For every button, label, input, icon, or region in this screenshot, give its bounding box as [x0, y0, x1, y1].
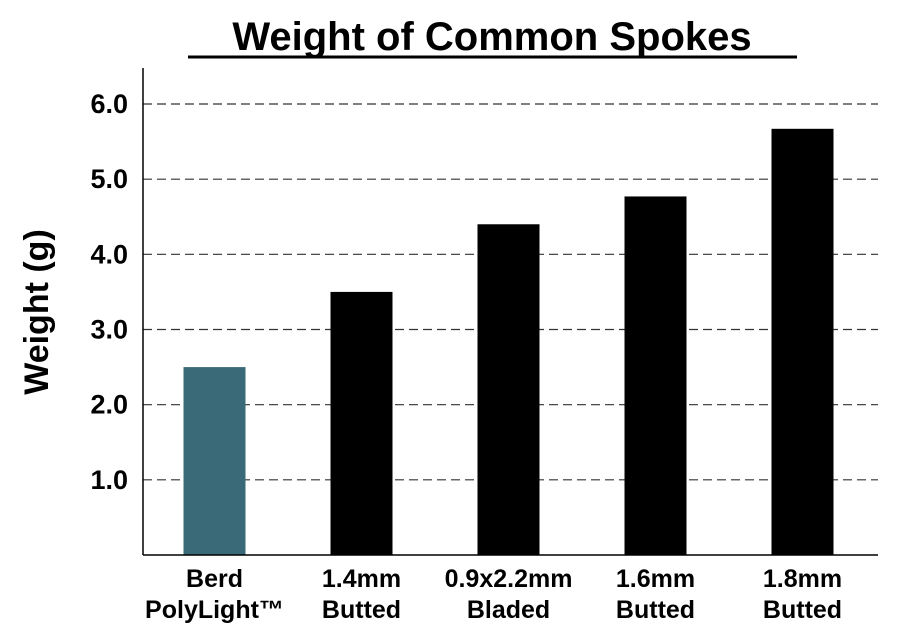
bar	[183, 367, 246, 555]
bar	[477, 224, 540, 555]
x-category-label: 1.4mm	[322, 565, 401, 593]
y-tick-label: 5.0	[90, 164, 128, 194]
x-category-label: 1.6mm	[616, 565, 695, 593]
bar	[771, 128, 834, 555]
chart-title-text: Weight of Common Spokes	[232, 15, 751, 59]
x-category-label: Butted	[322, 596, 401, 624]
x-category-label: Berd	[186, 565, 243, 593]
bar	[624, 196, 687, 555]
y-tick-labels: 1.0 2.0 3.0 4.0 5.0 6.0	[90, 89, 128, 495]
x-category-label: PolyLight™	[145, 596, 284, 624]
x-category-label: Bladed	[467, 596, 550, 624]
y-tick-label: 2.0	[90, 390, 128, 420]
y-tick-label: 4.0	[90, 239, 128, 269]
bars	[183, 128, 834, 555]
x-category-label: 0.9x2.2mm	[445, 565, 573, 593]
y-tick-label: 1.0	[90, 465, 128, 495]
bar	[330, 291, 393, 555]
x-category-labels: Berd PolyLight™ 1.4mm Butted 0.9x2.2mm Bladed…	[145, 565, 842, 624]
y-axis-label: Weight (g)	[18, 229, 56, 395]
y-tick-label: 6.0	[90, 89, 128, 119]
x-category-label: 1.8mm	[763, 565, 842, 593]
x-category-label: Butted	[763, 596, 842, 624]
chart-title: Weight of Common Spokes	[188, 15, 797, 59]
y-tick-label: 3.0	[90, 315, 128, 345]
x-category-label: Butted	[616, 596, 695, 624]
